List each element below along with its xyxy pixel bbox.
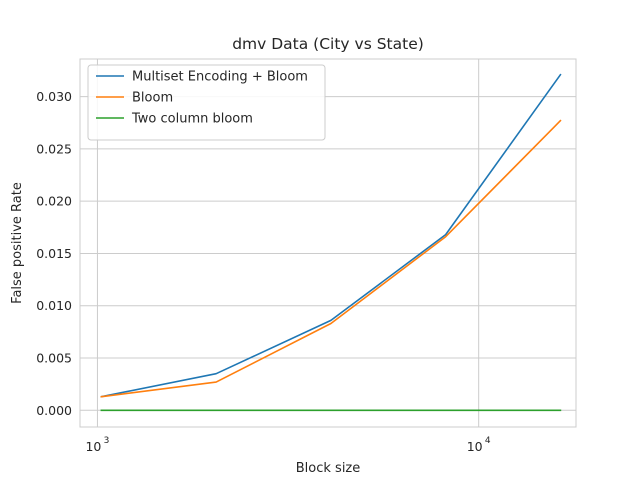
x-tick-label: 10 bbox=[467, 439, 483, 454]
y-tick-label: 0.020 bbox=[36, 194, 72, 209]
y-tick-label: 0.030 bbox=[36, 89, 72, 104]
legend-label: Two column bloom bbox=[131, 112, 253, 127]
y-tick-label: 0.010 bbox=[36, 298, 72, 313]
y-tick-label: 0.000 bbox=[36, 403, 72, 418]
x-axis-label: Block size bbox=[296, 461, 361, 476]
legend-box bbox=[87, 64, 326, 141]
x-tick-label: 10 bbox=[85, 439, 101, 454]
legend-label: Bloom bbox=[132, 91, 173, 106]
x-axis-ticks: 10 3 10 4 bbox=[85, 436, 490, 454]
y-tick-label: 0.025 bbox=[36, 141, 72, 156]
y-axis-ticks: 0.000 0.005 0.010 0.015 0.020 0.025 0.030 bbox=[36, 89, 72, 418]
series-line bbox=[100, 119, 562, 398]
y-axis-label: False positive Rate bbox=[10, 182, 25, 304]
series-line bbox=[100, 73, 562, 398]
series-lines bbox=[100, 73, 562, 412]
legend: Multiset Encoding + Bloom Bloom Two column… bbox=[87, 64, 326, 141]
y-tick-label: 0.005 bbox=[36, 351, 72, 366]
x-tick-exponent: 4 bbox=[485, 436, 491, 446]
y-tick-label: 0.015 bbox=[36, 246, 72, 261]
chart-title: dmv Data (City vs State) bbox=[232, 35, 424, 53]
legend-label: Multiset Encoding + Bloom bbox=[132, 70, 308, 85]
plot-area-frame bbox=[79, 58, 577, 428]
x-tick-exponent: 3 bbox=[104, 436, 110, 446]
